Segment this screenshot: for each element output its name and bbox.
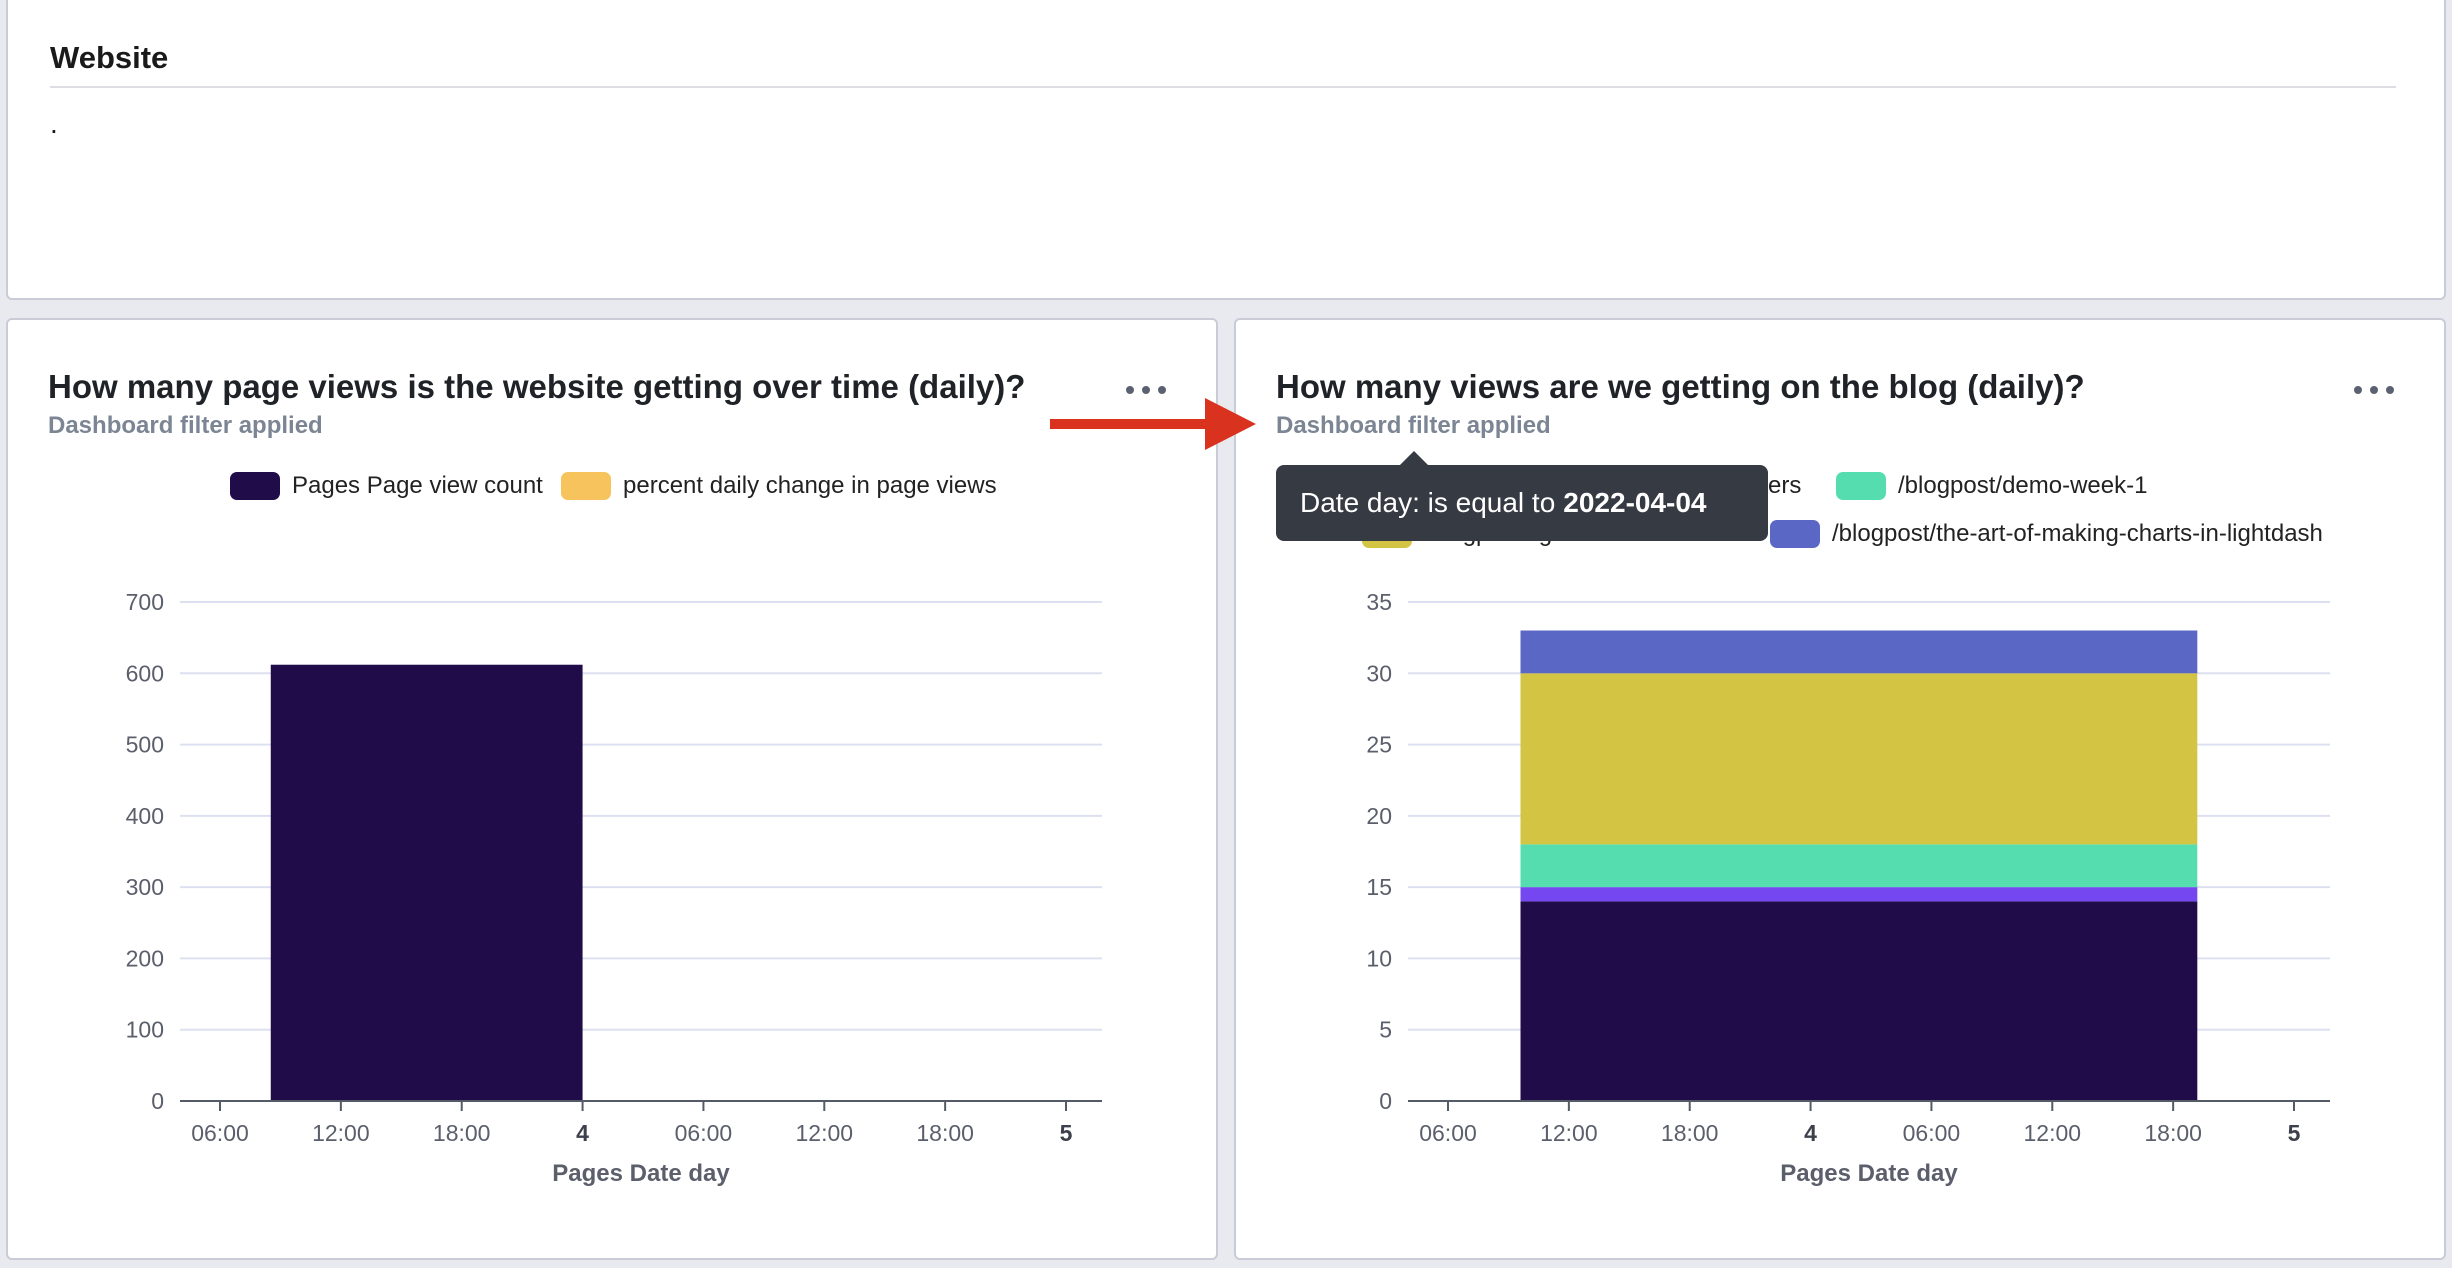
y-tick-label: 15 xyxy=(1366,874,1392,900)
y-tick-label: 20 xyxy=(1366,803,1392,829)
more-horizontal-icon[interactable] xyxy=(1126,380,1166,400)
y-tick-label: 600 xyxy=(126,660,164,686)
y-tick-label: 35 xyxy=(1366,589,1392,615)
tooltip-label: Date day: is equal to xyxy=(1300,487,1556,518)
x-tick-label: 18:00 xyxy=(1661,1120,1719,1146)
chart-title: How many page views is the website getti… xyxy=(48,368,1026,405)
legend-swatch xyxy=(1770,520,1820,548)
y-tick-label: 400 xyxy=(126,803,164,829)
tile-divider xyxy=(50,86,2396,88)
x-tick-label: 12:00 xyxy=(1540,1120,1598,1146)
bar-segment xyxy=(1520,887,2198,902)
y-tick-label: 0 xyxy=(151,1088,164,1114)
y-tick-label: 100 xyxy=(126,1017,164,1043)
arrow-right-icon xyxy=(1050,398,1256,450)
x-tick-label: 5 xyxy=(2288,1120,2301,1146)
legend-label: /blogpost/the-art-of-making-charts-in-li… xyxy=(1832,520,2323,547)
x-tick-label: 5 xyxy=(1060,1120,1073,1146)
y-tick-label: 25 xyxy=(1366,732,1392,758)
more-horizontal-icon[interactable] xyxy=(2354,380,2394,400)
y-tick-label: 200 xyxy=(126,945,164,971)
legend-label: Pages Page view count xyxy=(292,472,543,499)
legend-item-demo-week-1[interactable]: /blogpost/demo-week-1 xyxy=(1836,472,2147,500)
x-tick-label: 06:00 xyxy=(191,1120,249,1146)
x-tick-label: 4 xyxy=(1804,1120,1817,1146)
y-tick-label: 300 xyxy=(126,874,164,900)
dashboard-filter-indicator[interactable]: Dashboard filter applied xyxy=(48,412,323,439)
y-tick-label: 500 xyxy=(126,732,164,758)
x-tick-label: 06:00 xyxy=(1419,1120,1477,1146)
x-tick-label: 06:00 xyxy=(675,1120,733,1146)
tile-body: . xyxy=(50,108,58,139)
bar-segment xyxy=(1520,630,2198,674)
tile-title: Website xyxy=(50,40,169,75)
page-views-bar-chart: 0 100 200 300 400 500 600 700 06:00 12:00 18:00 4 06… xyxy=(126,589,1102,1187)
y-tick-label: 700 xyxy=(126,589,164,615)
x-tick-label: 12:00 xyxy=(796,1120,854,1146)
y-tick-label: 5 xyxy=(1379,1017,1392,1043)
x-tick-label: 12:00 xyxy=(312,1120,370,1146)
bar-segment xyxy=(1520,901,2198,1101)
chart-title: How many views are we getting on the blo… xyxy=(1276,368,2085,405)
blog-views-stacked-bar-chart: 0 5 10 15 20 25 30 35 06:00 12:00 18:00 4 06:00 12:00… xyxy=(1366,589,2330,1187)
legend-item-percent-change[interactable]: percent daily change in page views xyxy=(561,472,997,500)
y-tick-label: 10 xyxy=(1366,945,1392,971)
dashboard-filter-indicator[interactable]: Dashboard filter applied xyxy=(1276,412,1551,439)
x-tick-label: 18:00 xyxy=(2144,1120,2202,1146)
legend-label: /blogpost/demo-week-1 xyxy=(1898,472,2148,499)
x-tick-label: 06:00 xyxy=(1903,1120,1961,1146)
legend-swatch xyxy=(1836,472,1886,500)
legend-item-page-view-count[interactable]: Pages Page view count xyxy=(230,472,543,500)
blog-views-chart-tile: How many views are we getting on the blo… xyxy=(1234,318,2446,1260)
page-views-chart-tile: How many page views is the website getti… xyxy=(6,318,1218,1260)
legend-swatch xyxy=(230,472,280,500)
legend-item-art-of-making-charts[interactable]: /blogpost/the-art-of-making-charts-in-li… xyxy=(1770,520,2323,548)
legend-label: percent daily change in page views xyxy=(623,472,997,499)
x-tick-label: 4 xyxy=(576,1120,589,1146)
legend-swatch xyxy=(561,472,611,500)
website-text-tile: Website . xyxy=(6,0,2446,300)
x-tick-label: 18:00 xyxy=(916,1120,974,1146)
y-tick-label: 30 xyxy=(1366,660,1392,686)
filter-tooltip: Date day: is equal to 2022-04-04 xyxy=(1276,451,1768,541)
bar-segment xyxy=(270,664,583,1101)
x-tick-label: 12:00 xyxy=(2024,1120,2082,1146)
x-axis-title: Pages Date day xyxy=(552,1160,730,1187)
x-axis-title: Pages Date day xyxy=(1780,1160,1958,1187)
bar-segment xyxy=(1520,673,2198,845)
bar-segment xyxy=(1520,844,2198,888)
x-tick-label: 18:00 xyxy=(433,1120,491,1146)
tooltip-value: 2022-04-04 xyxy=(1563,487,1707,518)
y-tick-label: 0 xyxy=(1379,1088,1392,1114)
